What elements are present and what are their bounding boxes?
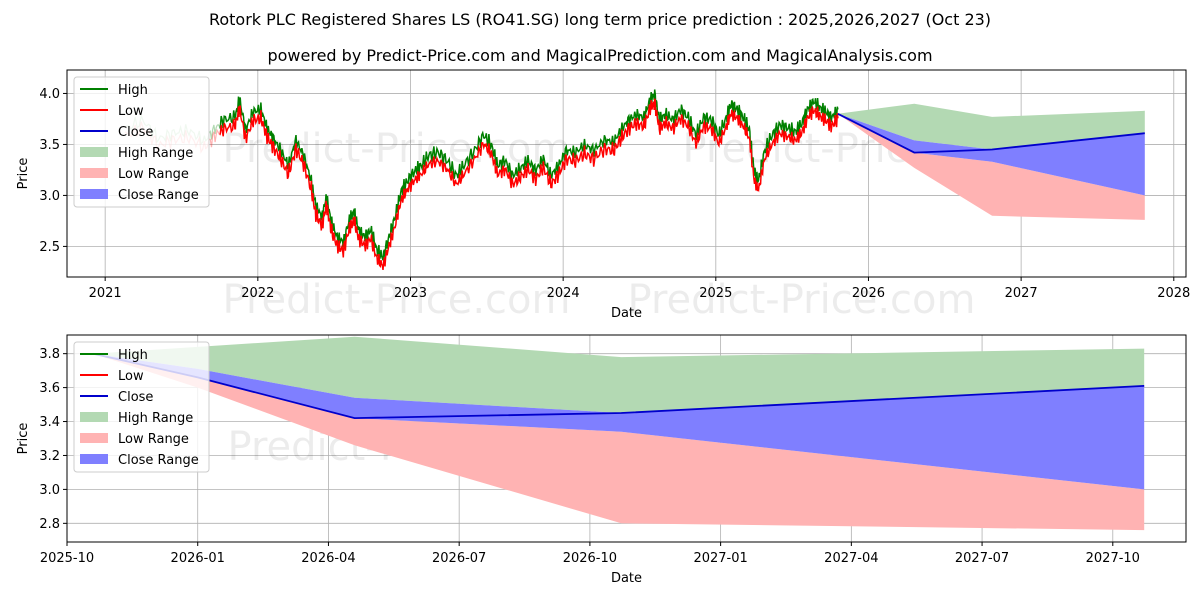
y-tick-label: 3.0 <box>39 483 60 498</box>
high-range-band <box>93 336 1145 413</box>
x-axis-label: Date <box>611 306 642 321</box>
legend-swatch-close-range <box>80 454 108 464</box>
y-tick-label: 4.0 <box>39 87 60 102</box>
y-tick-label: 3.8 <box>39 347 60 362</box>
legend-label: Low <box>118 369 144 384</box>
legend-label: High <box>118 83 148 98</box>
y-tick-label: 3.4 <box>39 415 60 430</box>
legend-label: Close <box>118 125 153 140</box>
x-tick-label: 2021 <box>89 286 122 301</box>
chart-subtitle: powered by Predict-Price.com and Magical… <box>267 46 932 65</box>
plot-area <box>92 336 1145 531</box>
x-tick-label: 2026-07 <box>432 551 486 566</box>
close-range-band <box>93 353 1145 490</box>
legend-label: Close Range <box>118 453 199 468</box>
legend-swatch-low-range <box>80 433 108 443</box>
x-tick-label: 2026 <box>852 286 885 301</box>
close-forecast-line <box>837 112 1145 154</box>
high-history-line <box>219 89 839 261</box>
x-tick-label: 2027-10 <box>1086 551 1140 566</box>
plot-frame <box>66 69 1187 278</box>
y-tick-label: 3.2 <box>39 449 60 464</box>
legend-swatch-high-range <box>80 412 108 422</box>
legend-label: High <box>118 348 148 363</box>
low-history-line <box>219 98 839 271</box>
x-tick-label: 2028 <box>1157 286 1190 301</box>
y-tick-label: 2.8 <box>39 517 60 532</box>
watermark-text: Predict-Price.com <box>223 277 571 323</box>
chart-title: Rotork PLC Registered Shares LS (RO41.SG… <box>209 10 991 29</box>
x-tick-label: 2025 <box>699 286 732 301</box>
legend-label: Low Range <box>118 432 189 447</box>
x-tick-label: 2027 <box>1005 286 1038 301</box>
x-tick-label: 2025-10 <box>40 551 94 566</box>
legend: High Low Close High Range Low Range Close Ran… <box>73 76 210 208</box>
x-axis-label: Date <box>611 571 642 586</box>
legend-label: High Range <box>118 146 193 161</box>
x-tick-label: 2026-10 <box>563 551 617 566</box>
x-tick-label: 2027-01 <box>693 551 747 566</box>
x-tick-label: 2026-04 <box>301 551 355 566</box>
legend-label: Low Range <box>118 167 189 182</box>
y-tick-label: 2.5 <box>39 240 60 255</box>
legend-swatch-close-range <box>80 189 108 199</box>
x-tick-label: 2024 <box>547 286 580 301</box>
top-chart-panel: Predict-Price.com Predict-Price.comPredic… <box>16 69 1190 323</box>
y-axis-label: Price <box>16 158 31 190</box>
x-tick-label: 2026-01 <box>171 551 225 566</box>
y-tick-label: 3.0 <box>39 189 60 204</box>
y-tick-label: 3.5 <box>39 138 60 153</box>
y-tick-label: 3.6 <box>39 381 60 396</box>
legend-label: High Range <box>118 411 193 426</box>
low-range-band <box>837 113 1145 220</box>
legend-label: Low <box>118 104 144 119</box>
plot-area <box>124 89 1145 271</box>
x-tick-label: 2027-07 <box>955 551 1009 566</box>
y-axis-label: Price <box>16 423 31 455</box>
watermark-text: Predict-Price.com <box>628 277 976 323</box>
legend-label: Close <box>118 390 153 405</box>
x-tick-label: 2027-04 <box>824 551 878 566</box>
low-range-band <box>93 353 1145 531</box>
legend: High Low Close High Range Low Range Close Ran… <box>73 341 210 473</box>
x-tick-label: 2022 <box>241 286 274 301</box>
legend-label: Close Range <box>118 188 199 203</box>
high-range-band <box>837 103 1145 150</box>
close-range-band <box>837 113 1145 196</box>
legend-swatch-low-range <box>80 168 108 178</box>
plot-frame <box>66 334 1187 543</box>
legend-swatch-high-range <box>80 147 108 157</box>
x-tick-label: 2023 <box>394 286 427 301</box>
bottom-chart-panel: Predict-Price.comPredict-Price.com2025-1… <box>16 334 1187 586</box>
